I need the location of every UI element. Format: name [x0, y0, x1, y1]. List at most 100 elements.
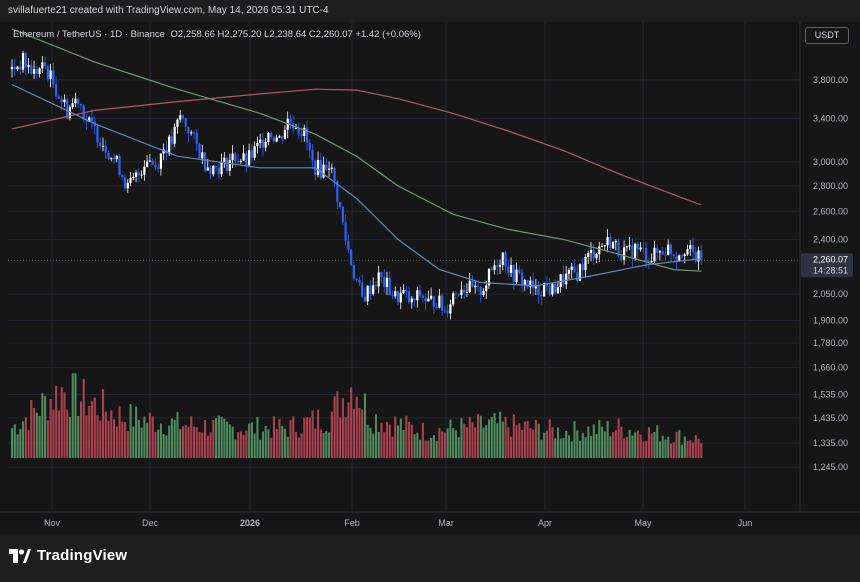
candle-body — [88, 117, 91, 122]
volume-bar — [601, 426, 604, 458]
volume-bar — [394, 416, 397, 458]
candle-body — [112, 157, 116, 160]
volume-bar — [512, 414, 515, 458]
candle-body — [250, 150, 253, 158]
volume-bar — [231, 426, 234, 458]
volume-bar — [449, 419, 452, 458]
candle-body — [639, 247, 642, 250]
volume-bar — [256, 417, 259, 458]
volume-bar — [135, 406, 138, 458]
volume-bar — [113, 419, 116, 458]
tradingview-logo[interactable]: TradingView — [9, 547, 127, 564]
price-chart[interactable]: 3,800.00 3,400.00 3,000.00 2,800.00 2,600.00… — [0, 0, 860, 534]
candle-body — [71, 103, 74, 108]
candle-body — [520, 272, 524, 285]
candle-body — [170, 136, 174, 144]
volume-bar — [556, 427, 560, 458]
volume-bar — [413, 434, 416, 458]
volume-bar — [104, 411, 107, 458]
candle-body — [366, 285, 369, 302]
volume-bar — [154, 431, 157, 458]
candle-body — [443, 310, 446, 312]
volume-bar — [355, 396, 358, 458]
symbol-legend[interactable]: Ethereum / TetherUS · 1D · Binance O2,25… — [13, 29, 421, 40]
candle-body — [220, 161, 223, 175]
last-price-label: 2,260.07 — [813, 254, 848, 264]
volume-bar — [515, 425, 518, 458]
candle-body — [157, 167, 160, 169]
volume-bar — [377, 431, 380, 458]
volume-bar — [565, 430, 568, 458]
candle-body — [311, 150, 314, 161]
volume-bar — [501, 421, 504, 458]
candle-body — [471, 280, 474, 288]
y-tick-label: 2,800.00 — [813, 181, 848, 191]
last-price-tag — [801, 253, 853, 278]
volume-bar — [468, 416, 471, 458]
volume-bar — [510, 436, 513, 458]
volume-bar — [261, 431, 264, 458]
volume-bar — [192, 426, 196, 458]
candle-body — [184, 118, 187, 127]
volume-bar — [151, 416, 154, 458]
candle-body — [212, 165, 215, 175]
candle-body — [609, 236, 612, 249]
candle-body — [485, 285, 488, 292]
candle-body — [653, 247, 656, 262]
volume-bar — [35, 412, 38, 458]
volume-bar — [474, 427, 477, 458]
x-tick-label: Jun — [738, 518, 753, 528]
candle-body — [46, 65, 49, 80]
candle-body — [143, 166, 146, 175]
candle-body — [554, 283, 557, 294]
candle-body — [526, 280, 529, 287]
volume-bar — [523, 421, 526, 458]
candle-body — [60, 98, 63, 103]
volume-bar — [264, 425, 267, 458]
candle-body — [148, 160, 151, 162]
candle-body — [267, 133, 270, 142]
volume-bar — [248, 423, 251, 458]
volume-bar — [672, 442, 675, 458]
y-tick-label: 1,535.00 — [813, 390, 848, 400]
volume-bar — [96, 415, 99, 458]
candle-body — [441, 295, 444, 311]
volume-bar — [499, 411, 502, 458]
candle-body — [333, 167, 336, 182]
volume-bar — [294, 431, 298, 458]
candle-body — [355, 278, 358, 280]
volume-bar — [242, 434, 245, 458]
volume-bar — [636, 430, 639, 458]
volume-bar — [118, 406, 121, 458]
volume-bar — [559, 438, 562, 458]
symbol-name[interactable]: Ethereum / TetherUS · 1D · Binance — [13, 29, 165, 40]
candle-body — [515, 269, 518, 282]
volume-bar — [212, 420, 215, 458]
volume-bar — [383, 432, 386, 458]
x-tick-label: Nov — [44, 518, 61, 528]
candle-body — [206, 167, 209, 171]
candle-body — [656, 247, 659, 253]
chart-credit: svillafuerte21 created with TradingView.… — [8, 5, 329, 16]
volume-bar — [620, 426, 623, 458]
currency-button[interactable]: USDT — [805, 27, 849, 44]
volume-bar — [333, 396, 336, 458]
volume-bar — [658, 441, 662, 458]
candle-body — [96, 126, 99, 143]
volume-bar — [52, 409, 55, 458]
candle-body — [352, 264, 355, 279]
candle-body — [650, 261, 653, 263]
candle-body — [195, 132, 198, 144]
candle-body — [259, 139, 262, 144]
candle-body — [493, 265, 496, 270]
volume-bar — [77, 415, 80, 458]
candle-body — [543, 283, 546, 297]
candle-body — [523, 280, 526, 285]
volume-bar — [215, 417, 218, 458]
candle-body — [248, 150, 251, 166]
volume-bar — [537, 423, 540, 458]
volume-bar — [226, 421, 229, 458]
candle-body — [154, 164, 157, 168]
volume-bar — [267, 429, 270, 458]
candle-body — [369, 285, 372, 295]
